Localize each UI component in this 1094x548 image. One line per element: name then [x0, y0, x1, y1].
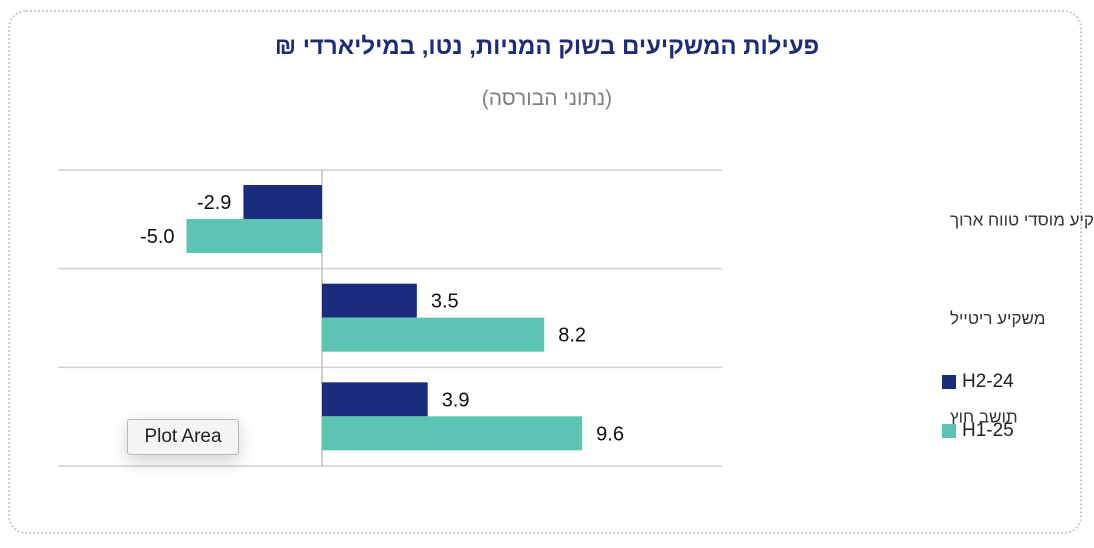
legend-label-h1-25: H1-25 [962, 420, 1014, 441]
legend-swatch-h1-25 [942, 424, 956, 438]
legend-label-h2-24: H2-24 [962, 371, 1014, 392]
bar-h2-24-2[interactable] [322, 382, 428, 417]
bar-h1-25-1[interactable] [322, 317, 545, 352]
plot-area-tooltip: Plot Area [127, 419, 239, 455]
legend: H2-24 H1-25 [942, 370, 1014, 468]
legend-item-h2-24: H2-24 [942, 370, 1014, 394]
bar-h2-24-1[interactable] [322, 283, 417, 318]
category-label: תושב חוץ [950, 408, 1018, 427]
chart-title: פעילות המשקיעים בשוק המניות, נטו, במיליא… [274, 33, 820, 60]
chart-subtitle: (נתוני הבורסה) [481, 87, 613, 110]
bar-h1-25-0[interactable] [186, 219, 323, 253]
bar-h2-24-0[interactable] [243, 185, 322, 219]
data-label: -2.9 [197, 192, 231, 214]
category-label: משקיע ריטייל [950, 309, 1045, 328]
legend-item-h1-25: H1-25 [942, 419, 1014, 443]
category-label: משקיע מוסדי טווח ארוך [950, 210, 1094, 229]
data-label: 9.6 [596, 423, 624, 445]
legend-swatch-h2-24 [942, 375, 956, 389]
chart-frame [8, 10, 1082, 534]
data-label: -5.0 [140, 226, 174, 248]
data-label: 3.9 [442, 389, 470, 411]
bar-h1-25-2[interactable] [322, 416, 583, 451]
data-label: 3.5 [431, 291, 459, 313]
data-label: 8.2 [558, 325, 586, 347]
